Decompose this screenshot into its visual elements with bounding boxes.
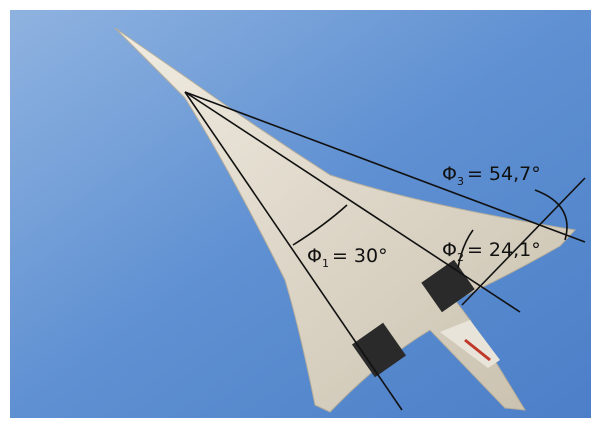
- value: = 24,1°: [467, 239, 541, 261]
- value: = 54,7°: [467, 163, 541, 185]
- symbol: Φ: [442, 239, 457, 261]
- symbol: Φ: [307, 245, 322, 267]
- subscript: 3: [457, 175, 464, 188]
- phi2-label: Φ2= 24,1°: [442, 239, 541, 264]
- symbol: Φ: [442, 163, 457, 185]
- phi3-label: Φ3= 54,7°: [442, 163, 541, 188]
- subscript: 2: [457, 251, 464, 264]
- annotated-photo: Φ1= 30° Φ2= 24,1° Φ3= 54,7°: [0, 0, 601, 428]
- value: = 30°: [332, 245, 388, 267]
- phi1-label: Φ1= 30°: [307, 245, 388, 270]
- subscript: 1: [322, 257, 329, 270]
